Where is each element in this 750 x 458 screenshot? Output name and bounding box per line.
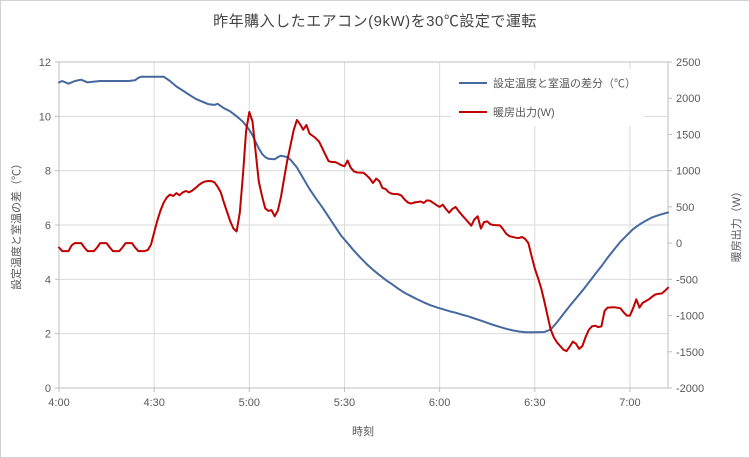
y-right-tick-label: -1000 xyxy=(676,311,704,323)
y-right-axis-title: 暖房出力（W） xyxy=(731,185,743,263)
series-line-temp-diff xyxy=(58,75,669,334)
y-left-tick-label: 4 xyxy=(45,274,51,286)
y-right-tick-label: 1000 xyxy=(676,166,700,178)
y-left-tick-label: 8 xyxy=(45,166,51,178)
legend-item-label: 設定温度と室温の差分（℃） xyxy=(493,78,636,90)
chart-title: 昨年購入したエアコン(9kW)を30℃設定で運転 xyxy=(213,13,537,30)
legend-line-sample-heating-output xyxy=(459,111,487,113)
y-right-tick-label: 1500 xyxy=(676,129,700,141)
y-right-tick-label: -1500 xyxy=(676,347,704,359)
x-tick-label: 5:00 xyxy=(239,397,260,409)
x-tick-label: 5:30 xyxy=(334,397,355,409)
y-right-tick-label: 2500 xyxy=(676,57,700,69)
y-left-tick-label: 2 xyxy=(45,329,51,341)
series-line-heating-output xyxy=(58,111,669,353)
y-right-tick-label: 0 xyxy=(676,238,682,250)
y-left-axis-title: 設定温度と室温の差（℃） xyxy=(11,158,23,290)
y-right-tick-label: -500 xyxy=(676,274,698,286)
legend-line-sample-temp-diff xyxy=(459,82,487,84)
legend-item-heating-output: 暖房出力(W) xyxy=(459,104,636,120)
y-right-tick-label: 2000 xyxy=(676,93,700,105)
x-axis-title: 時刻 xyxy=(352,426,374,438)
y-right-tick-label: -2000 xyxy=(676,383,704,395)
y-left-tick-label: 6 xyxy=(45,220,51,232)
x-tick-label: 4:30 xyxy=(143,397,164,409)
x-tick-label: 6:00 xyxy=(429,397,450,409)
x-tick-label: 6:30 xyxy=(524,397,545,409)
legend: 設定温度と室温の差分（℃） 暖房出力(W) xyxy=(451,69,644,126)
y-right-tick-label: 500 xyxy=(676,202,694,214)
y-left-tick-label: 12 xyxy=(39,57,51,69)
legend-item-temp-diff: 設定温度と室温の差分（℃） xyxy=(459,75,636,91)
x-tick-label: 4:00 xyxy=(48,397,69,409)
y-left-tick-label: 10 xyxy=(39,111,51,123)
y-left-tick-label: 0 xyxy=(45,383,51,395)
x-tick-label: 7:00 xyxy=(619,397,640,409)
plot-border xyxy=(58,61,669,389)
legend-item-label: 暖房出力(W) xyxy=(493,107,555,119)
